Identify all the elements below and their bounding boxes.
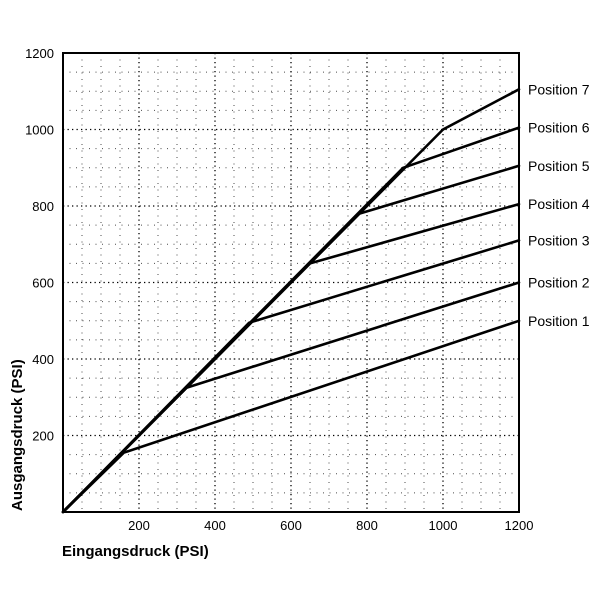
x-tick-label: 1000 [429, 518, 458, 533]
series-line-position-4 [61, 202, 521, 514]
y-tick-label: 200 [32, 429, 54, 444]
x-tick-labels: 200 400 600 800 1000 1200 [128, 518, 533, 533]
x-tick-label: 1200 [505, 518, 534, 533]
series-line-position-5 [61, 164, 521, 514]
x-tick-label: 800 [356, 518, 378, 533]
series-label-position-3: Position 3 [528, 232, 590, 248]
series-label-position-2: Position 2 [528, 275, 590, 291]
x-axis-title: Eingangsdruck (PSI) [62, 543, 209, 560]
y-tick-labels: 200 400 600 800 1000 1200 [25, 46, 54, 444]
x-tick-label: 200 [128, 518, 150, 533]
x-tick-label: 400 [204, 518, 226, 533]
series-label-position-7: Position 7 [528, 81, 590, 97]
grid [63, 53, 519, 512]
y-axis-title: Ausgangsdruck (PSI) [9, 359, 26, 511]
series-label-position-1: Position 1 [528, 313, 590, 329]
y-tick-label: 1000 [25, 123, 54, 138]
series-label-position-5: Position 5 [528, 158, 590, 174]
series-group [61, 88, 521, 514]
series-line-position-7 [61, 88, 521, 514]
series-labels: Position 1 Position 2 Position 3 Position 4… [528, 81, 590, 328]
series-label-position-6: Position 6 [528, 120, 590, 136]
x-tick-label: 600 [280, 518, 302, 533]
y-tick-label: 600 [32, 276, 54, 291]
y-tick-label: 1200 [25, 46, 54, 61]
y-tick-label: 400 [32, 352, 54, 367]
series-label-position-4: Position 4 [528, 196, 590, 212]
y-tick-label: 800 [32, 199, 54, 214]
